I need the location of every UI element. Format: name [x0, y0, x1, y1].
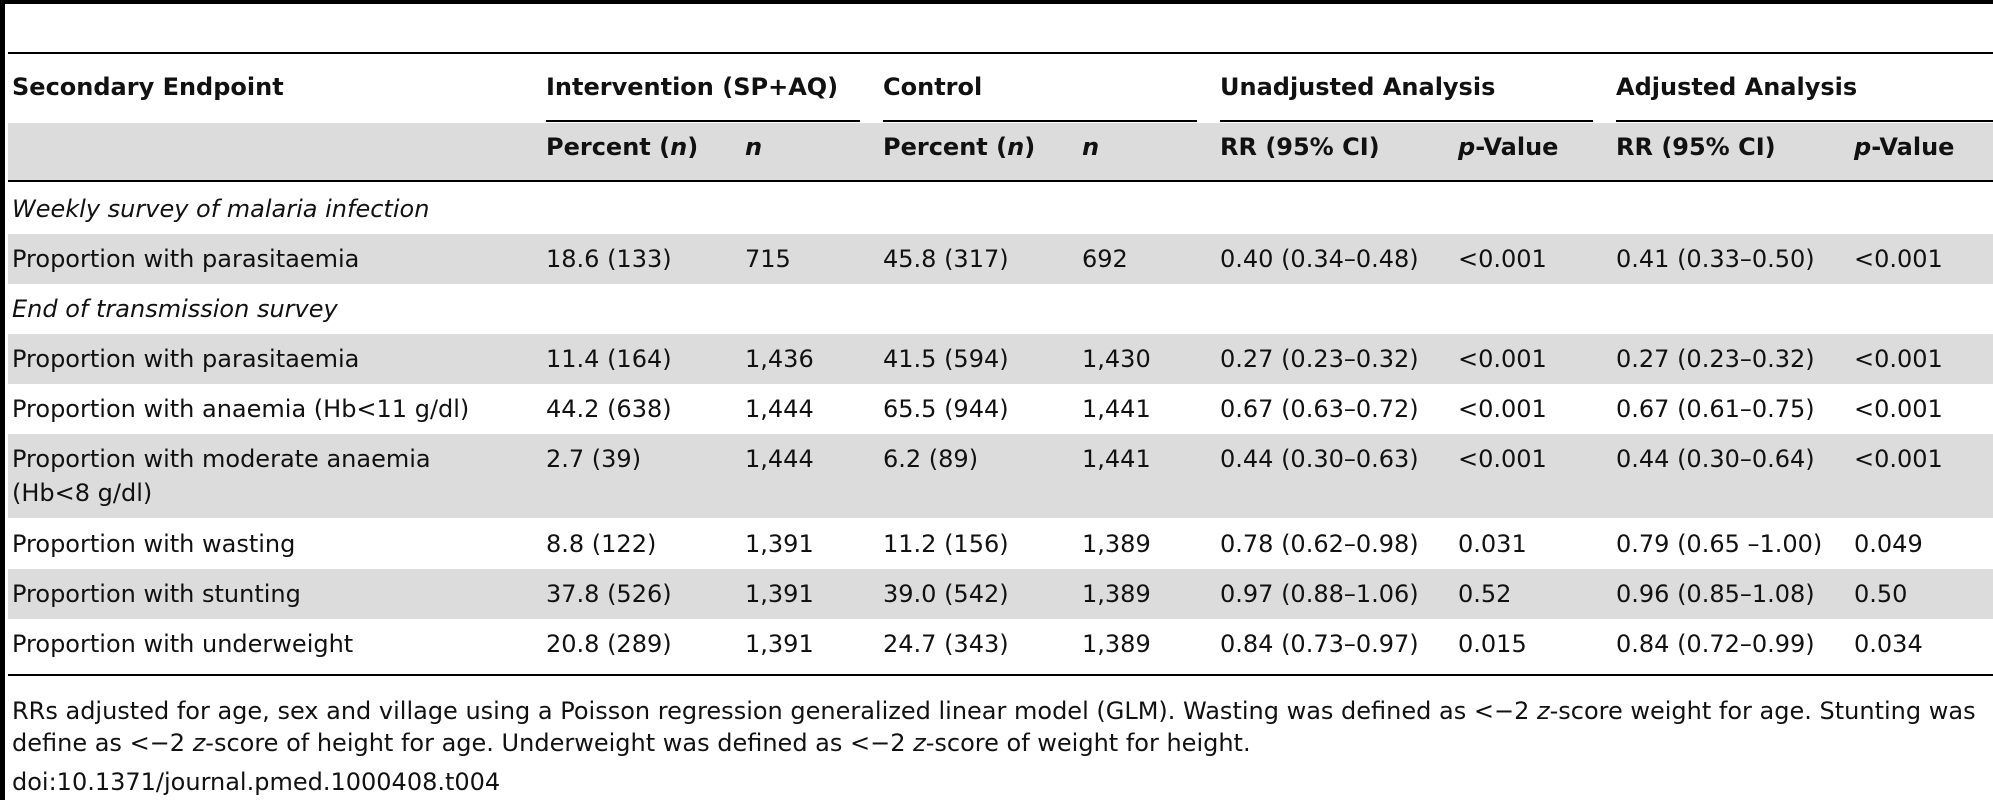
section-end: End of transmission survey: [12, 295, 338, 323]
ad-p: <0.001: [1854, 395, 1943, 423]
control-group-rule: [883, 120, 1197, 122]
ctl-n: 1,389: [1082, 630, 1151, 658]
row-label: Proportion with parasitaemia: [12, 245, 360, 273]
ad-p: <0.001: [1854, 345, 1943, 373]
header-top-rule: [8, 52, 1993, 54]
int-n: 1,444: [745, 395, 814, 423]
table-footnote: RRs adjusted for age, sex and village us…: [12, 697, 1976, 757]
ad-rr: 0.67 (0.61–0.75): [1616, 395, 1815, 423]
table-left-border: [0, 0, 5, 800]
row-label: Proportion with stunting: [12, 580, 301, 608]
un-rr: 0.84 (0.73–0.97): [1220, 630, 1419, 658]
int-n: 1,391: [745, 530, 814, 558]
row-band: [8, 234, 1993, 284]
int-percent: 44.2 (638): [546, 395, 672, 423]
subheader-un-rr: RR (95% CI): [1220, 133, 1380, 161]
header-secondary-endpoint: Secondary Endpoint: [12, 73, 284, 101]
ad-rr: 0.27 (0.23–0.32): [1616, 345, 1815, 373]
unadjusted-group-rule: [1220, 120, 1593, 122]
header-unadjusted: Unadjusted Analysis: [1220, 73, 1496, 101]
ctl-percent: 45.8 (317): [883, 245, 1009, 273]
ctl-n: 1,441: [1082, 445, 1151, 473]
ad-rr: 0.44 (0.30–0.64): [1616, 445, 1815, 473]
subheader-int-n: n: [745, 133, 763, 161]
int-percent: 37.8 (526): [546, 580, 672, 608]
ad-rr: 0.41 (0.33–0.50): [1616, 245, 1815, 273]
row-label-continuation: (Hb<8 g/dl): [12, 479, 153, 507]
subheader-ctl-n: n: [1082, 133, 1100, 161]
ad-p: <0.001: [1854, 445, 1943, 473]
row-band: [8, 334, 1993, 384]
subheader-ctl-percent: Percent (n): [883, 133, 1036, 161]
int-n: 715: [745, 245, 791, 273]
table-bottom-rule: [8, 674, 1993, 676]
adjusted-group-rule: [1616, 120, 1993, 122]
subheader-ad-rr: RR (95% CI): [1616, 133, 1776, 161]
un-rr: 0.44 (0.30–0.63): [1220, 445, 1419, 473]
ctl-percent: 6.2 (89): [883, 445, 979, 473]
doi-link[interactable]: doi:10.1371/journal.pmed.1000408.t004: [12, 768, 501, 796]
un-p: 0.031: [1458, 530, 1527, 558]
header-control: Control: [883, 73, 983, 101]
un-p: 0.015: [1458, 630, 1527, 658]
un-p: <0.001: [1458, 245, 1547, 273]
int-percent: 18.6 (133): [546, 245, 672, 273]
ad-p: 0.50: [1854, 580, 1908, 608]
int-percent: 2.7 (39): [546, 445, 642, 473]
ctl-n: 1,430: [1082, 345, 1151, 373]
row-label: Proportion with anaemia (Hb<11 g/dl): [12, 395, 470, 423]
row-band: [8, 434, 1993, 518]
ctl-n: 1,389: [1082, 530, 1151, 558]
un-rr: 0.97 (0.88–1.06): [1220, 580, 1419, 608]
un-rr: 0.67 (0.63–0.72): [1220, 395, 1419, 423]
ctl-percent: 24.7 (343): [883, 630, 1009, 658]
int-percent: 20.8 (289): [546, 630, 672, 658]
ad-p: <0.001: [1854, 245, 1943, 273]
int-n: 1,436: [745, 345, 814, 373]
un-p: <0.001: [1458, 395, 1547, 423]
un-rr: 0.40 (0.34–0.48): [1220, 245, 1419, 273]
table-top-border: [0, 0, 1993, 4]
subheader-ad-p: p-Value: [1854, 133, 1955, 161]
ctl-n: 692: [1082, 245, 1128, 273]
subheader-int-percent: Percent (n): [546, 133, 699, 161]
row-label: Proportion with parasitaemia: [12, 345, 360, 373]
row-label: Proportion with underweight: [12, 630, 354, 658]
int-n: 1,391: [745, 580, 814, 608]
header-adjusted: Adjusted Analysis: [1616, 73, 1858, 101]
ctl-n: 1,441: [1082, 395, 1151, 423]
row-label: Proportion with wasting: [12, 530, 296, 558]
int-percent: 11.4 (164): [546, 345, 672, 373]
un-p: 0.52: [1458, 580, 1512, 608]
un-p: <0.001: [1458, 445, 1547, 473]
un-rr: 0.27 (0.23–0.32): [1220, 345, 1419, 373]
ctl-percent: 65.5 (944): [883, 395, 1009, 423]
header-intervention: Intervention (SP+AQ): [546, 73, 839, 101]
row-label: Proportion with moderate anaemia: [12, 445, 431, 473]
section-weekly: Weekly survey of malaria infection: [12, 195, 430, 223]
ad-p: 0.034: [1854, 630, 1923, 658]
un-p: <0.001: [1458, 345, 1547, 373]
int-n: 1,444: [745, 445, 814, 473]
ad-rr: 0.84 (0.72–0.99): [1616, 630, 1815, 658]
int-percent: 8.8 (122): [546, 530, 657, 558]
ad-p: 0.049: [1854, 530, 1923, 558]
ad-rr: 0.96 (0.85–1.08): [1616, 580, 1815, 608]
ctl-percent: 11.2 (156): [883, 530, 1009, 558]
header-bottom-rule: [8, 180, 1993, 182]
ctl-percent: 39.0 (542): [883, 580, 1009, 608]
subheader-band: [8, 123, 1993, 180]
ctl-percent: 41.5 (594): [883, 345, 1009, 373]
subheader-un-p: p-Value: [1458, 133, 1559, 161]
ctl-n: 1,389: [1082, 580, 1151, 608]
un-rr: 0.78 (0.62–0.98): [1220, 530, 1419, 558]
row-band: [8, 569, 1993, 619]
intervention-group-rule: [546, 120, 860, 122]
ad-rr: 0.79 (0.65 –1.00): [1616, 530, 1823, 558]
int-n: 1,391: [745, 630, 814, 658]
